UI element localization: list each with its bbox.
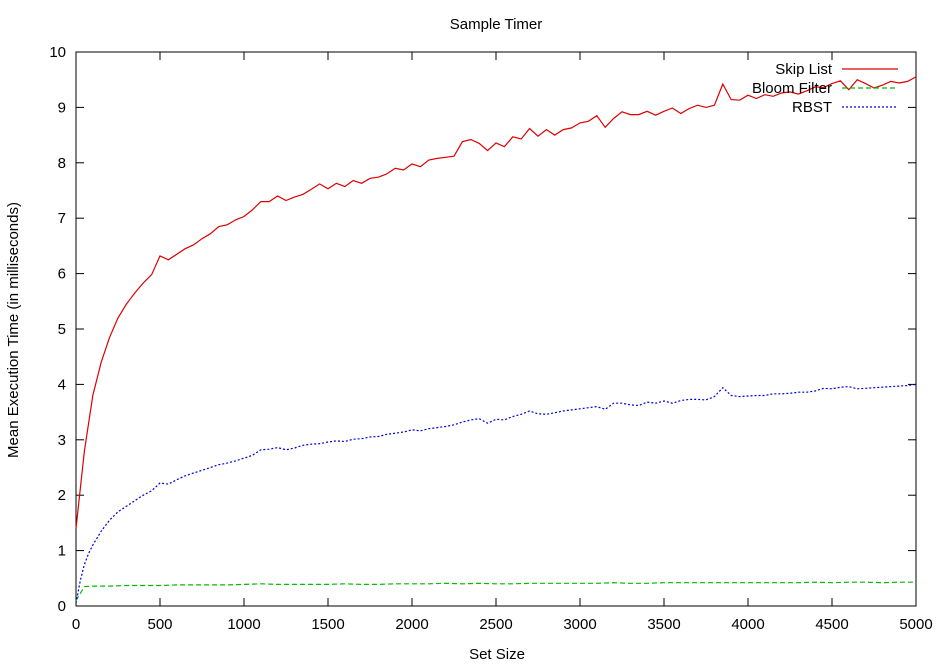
y-tick-label: 0 bbox=[58, 598, 66, 615]
chart-title: Sample Timer bbox=[450, 16, 543, 33]
legend-label: Skip List bbox=[775, 61, 833, 78]
x-tick-label: 4500 bbox=[815, 616, 848, 633]
x-axis-label: Set Size bbox=[469, 646, 525, 663]
x-tick-label: 4000 bbox=[731, 616, 764, 633]
x-tick-label: 1500 bbox=[311, 616, 344, 633]
x-tick-label: 500 bbox=[147, 616, 172, 633]
x-tick-label: 2500 bbox=[479, 616, 512, 633]
axis-ticks: 0 500 1000 1500 2000 2500 3000 3500 4000 4500 5000… bbox=[49, 44, 932, 633]
series-line-bloom-filter bbox=[75, 581, 916, 601]
series-line-skip-list bbox=[75, 76, 917, 529]
plot-frame bbox=[75, 51, 917, 607]
legend: Skip List Bloom Filter RBST bbox=[752, 61, 898, 116]
y-axis-label: Mean Execution Time (in milliseconds) bbox=[5, 202, 22, 458]
y-tick-label: 5 bbox=[58, 321, 66, 338]
legend-label: Bloom Filter bbox=[752, 80, 832, 97]
y-tick-label: 3 bbox=[58, 432, 66, 449]
x-tick-label: 3500 bbox=[647, 616, 680, 633]
x-tick-label: 1000 bbox=[227, 616, 260, 633]
x-tick-label: 3000 bbox=[563, 616, 596, 633]
plot-border bbox=[75, 51, 917, 607]
series-layer bbox=[75, 76, 917, 604]
legend-label: RBST bbox=[792, 99, 832, 116]
y-tick-label: 4 bbox=[58, 376, 66, 393]
y-tick-label: 10 bbox=[49, 44, 66, 61]
y-tick-label: 7 bbox=[58, 210, 66, 227]
x-tick-label: 0 bbox=[72, 616, 80, 633]
series-line-rbst bbox=[75, 383, 917, 604]
y-tick-label: 2 bbox=[58, 487, 66, 504]
y-tick-label: 1 bbox=[58, 543, 66, 560]
y-tick-label: 6 bbox=[58, 266, 66, 283]
x-tick-label: 2000 bbox=[395, 616, 428, 633]
x-tick-label: 5000 bbox=[899, 616, 932, 633]
y-tick-label: 8 bbox=[58, 155, 66, 172]
y-tick-label: 9 bbox=[58, 99, 66, 116]
